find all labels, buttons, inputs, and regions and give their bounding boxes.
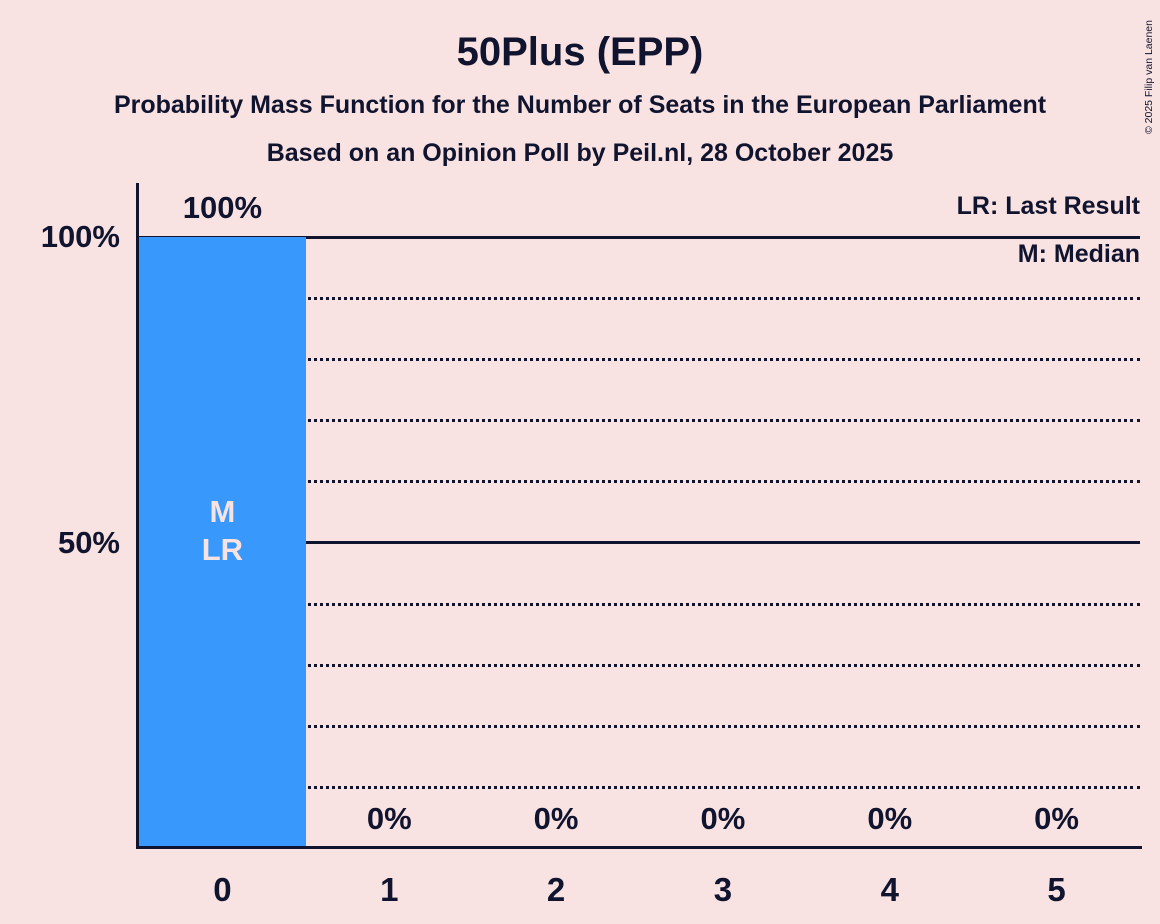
x-tick-label: 3 (713, 871, 733, 908)
dotted-gridline (139, 358, 1140, 362)
x-tick-label: 5 (1047, 871, 1066, 908)
dotted-gridline (139, 724, 1140, 728)
legend-item-median: M: Median (1017, 240, 1140, 268)
bar-value-label: 0% (366, 801, 412, 836)
legend-item-last-result: LR: Last Result (956, 192, 1140, 220)
copyright-notice: © 2025 Filip van Laenen (1143, 20, 1155, 134)
legend: LR: Last Result M: Median (957, 182, 1140, 278)
chart-title: 50Plus (EPP) (456, 30, 704, 74)
bar-value-label: 0% (867, 801, 913, 836)
solid-gridline (139, 235, 1140, 239)
dotted-gridline (139, 419, 1140, 423)
bar-value-label: 0% (533, 801, 579, 836)
solid-gridline (139, 541, 1140, 544)
chart-subtitle-function: Probability Mass Function for the Number… (113, 91, 1047, 119)
dotted-gridline (139, 480, 1140, 484)
bar-value-label: 0% (1034, 801, 1079, 836)
bar (139, 237, 306, 848)
bar-value-label: 100% (182, 190, 263, 225)
x-tick-label: 0 (213, 871, 232, 908)
bar-annotation-line: LR (201, 531, 244, 567)
y-tick-label: 100% (40, 219, 120, 254)
bar-inner-annotation: M LR (139, 225, 306, 836)
y-tick-label: 50% (57, 524, 120, 560)
bar-annotation-line: M (209, 493, 236, 529)
y-axis-line (136, 183, 139, 849)
x-tick-label: 4 (880, 871, 899, 908)
x-tick-label: 1 (380, 871, 399, 908)
dotted-gridline (139, 785, 1140, 789)
plot-area: 100% 0 0% 1 0% 2 0% 3 0% 4 0% 5 M LR (139, 191, 1140, 908)
chart-subtitle-source: Based on an Opinion Poll by Peil.nl, 28 … (266, 139, 894, 167)
x-tick-label: 2 (546, 871, 566, 908)
dotted-gridline (139, 663, 1140, 667)
dotted-gridline (139, 602, 1140, 606)
bar-value-label: 0% (700, 801, 746, 836)
x-axis-line (136, 846, 1142, 849)
dotted-gridline (139, 297, 1140, 301)
